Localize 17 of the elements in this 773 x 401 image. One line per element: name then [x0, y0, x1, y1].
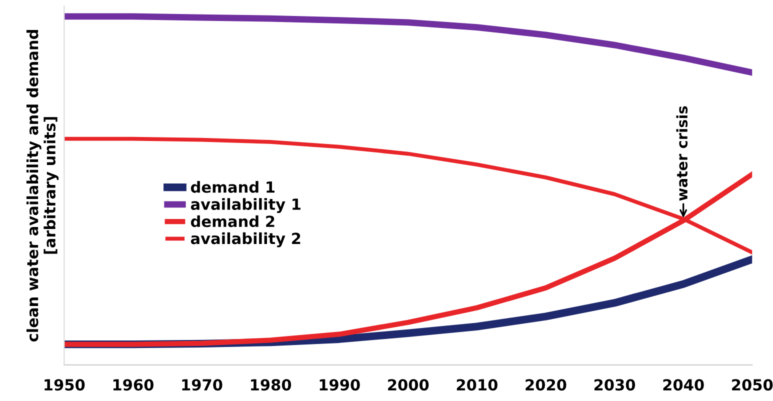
- x-tick-label: 2040: [663, 379, 704, 391]
- legend-label: availability 2: [190, 232, 300, 248]
- x-tick-label: 2020: [526, 379, 566, 391]
- x-tick-label: 1960: [113, 379, 154, 391]
- x-tick-label: 1950: [44, 379, 85, 391]
- x-tick-label: 1970: [182, 379, 222, 391]
- legend-label: availability 1: [190, 198, 300, 214]
- annotation: water crisis: [676, 106, 688, 201]
- y-axis-title: clean water availability and demand [arbitrary units]: [26, 30, 59, 342]
- x-tick-label: 1980: [251, 379, 292, 391]
- x-tick-label: 2000: [388, 379, 429, 391]
- x-tick-label: 2030: [594, 379, 636, 391]
- x-tick-label: 1990: [320, 379, 360, 391]
- legend-label: demand 2: [190, 215, 274, 228]
- legend-label: demand 1: [190, 181, 274, 193]
- x-tick-label: 2010: [456, 379, 498, 391]
- x-tick-label: 2050: [732, 379, 773, 391]
